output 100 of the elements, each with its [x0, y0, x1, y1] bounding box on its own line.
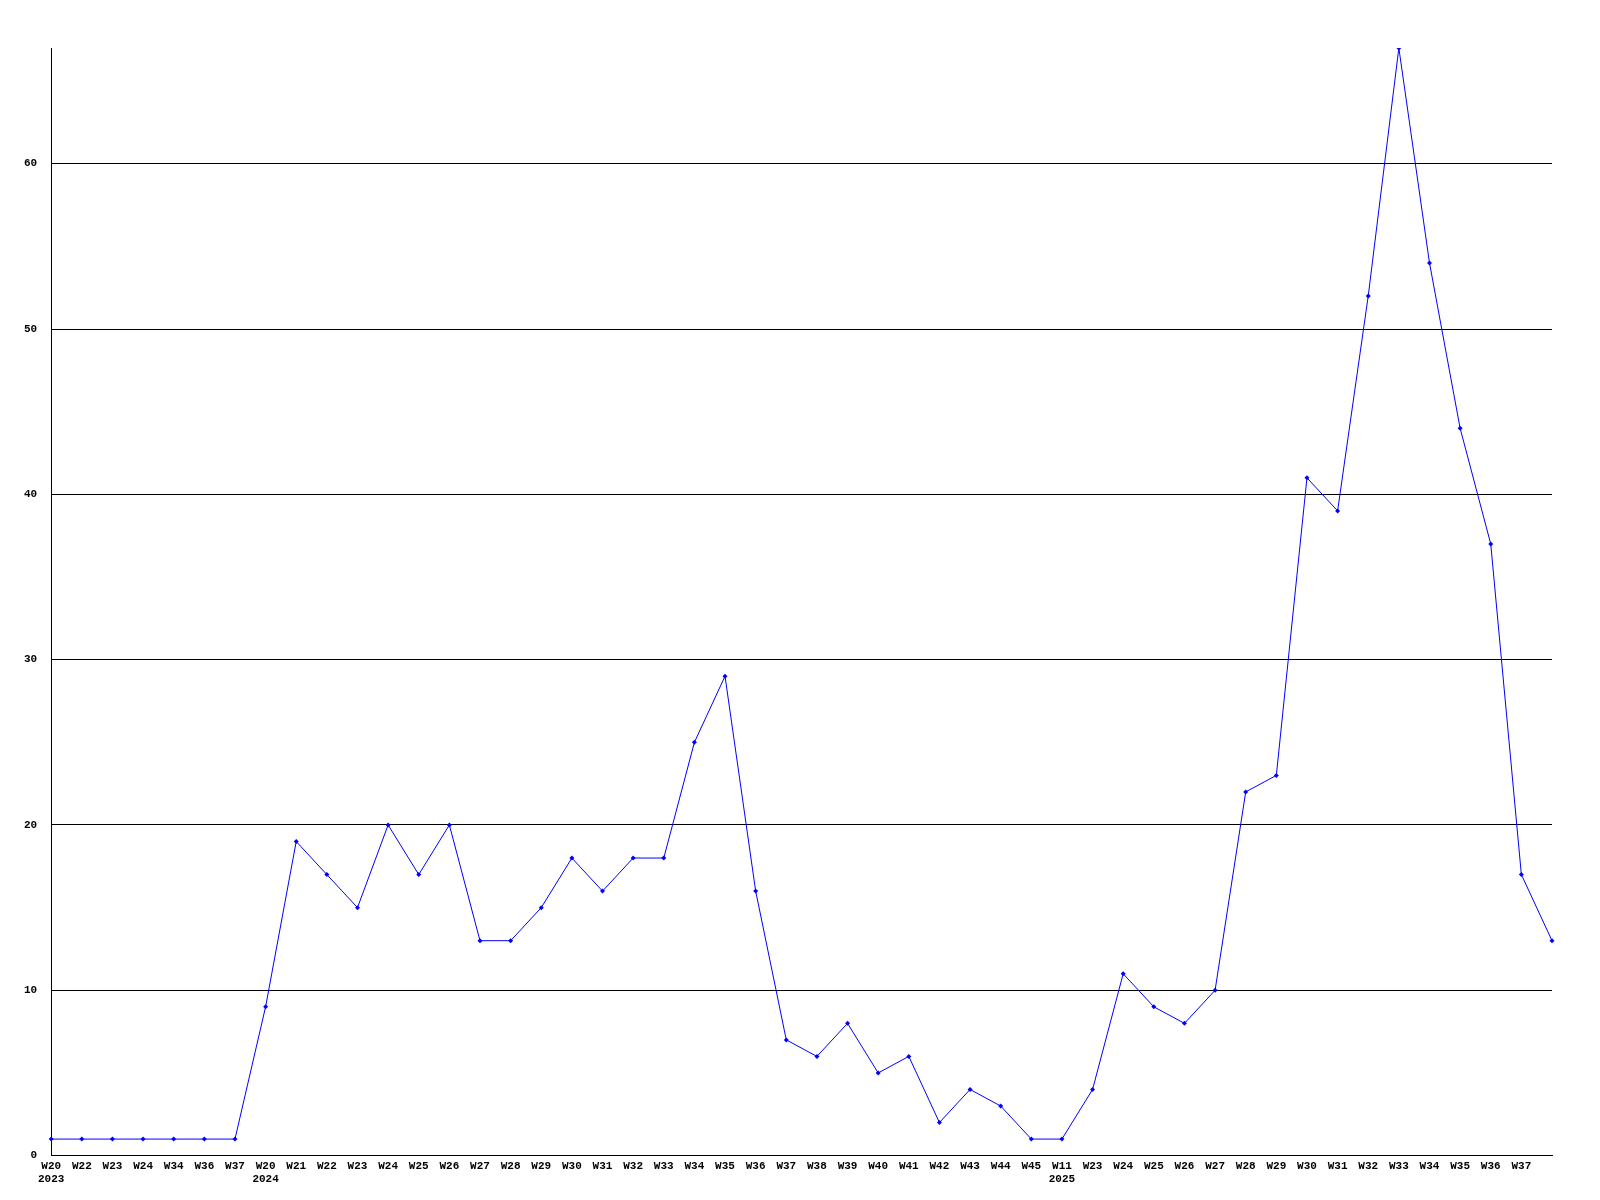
x-tick-label: W22 — [316, 1159, 337, 1172]
point — [1181, 1020, 1187, 1026]
point — [783, 1037, 789, 1043]
x-tick-label: W23 — [1082, 1159, 1103, 1172]
x-tick-label: W36 — [194, 1159, 215, 1172]
point — [324, 872, 330, 878]
point — [1090, 1086, 1096, 1092]
x-tick-label: W30 — [1297, 1159, 1317, 1172]
x-tick-label: W33 — [1388, 1159, 1410, 1172]
x-tick-label: W34 — [684, 1159, 705, 1172]
point — [1426, 260, 1432, 266]
x-tick-label: W29 — [1266, 1159, 1287, 1172]
point — [1335, 508, 1341, 514]
x-tick-label: W23 — [347, 1159, 368, 1172]
x-tick-label: W20 2024 — [252, 1159, 280, 1186]
point — [477, 938, 483, 944]
point — [845, 1020, 851, 1026]
x-tick-label: W43 — [960, 1159, 981, 1172]
point — [1120, 971, 1126, 977]
x-tick-label: W34 — [1419, 1159, 1440, 1172]
point — [814, 1053, 820, 1059]
x-tick-label: W21 — [286, 1159, 307, 1172]
point — [1028, 1136, 1034, 1142]
point — [79, 1136, 85, 1142]
point — [1365, 293, 1371, 299]
x-tick-label: W35 — [1450, 1159, 1471, 1172]
x-tick-label: W31 — [592, 1159, 613, 1172]
y-tick-label: 60 — [24, 157, 38, 170]
point — [1151, 1004, 1157, 1010]
point — [569, 855, 575, 861]
x-tick-label: W41 — [898, 1159, 920, 1172]
point — [998, 1103, 1004, 1109]
point — [1518, 872, 1524, 878]
x-tick-label: W23 — [102, 1159, 123, 1172]
point — [508, 938, 514, 944]
point — [1488, 541, 1494, 547]
point — [722, 673, 728, 679]
x-tick-label: W33 — [653, 1159, 675, 1172]
x-tick-label: W26 — [439, 1159, 460, 1172]
x-tick-label: W36 — [1480, 1159, 1501, 1172]
point — [140, 1136, 146, 1142]
point — [630, 855, 636, 861]
x-tick-label: W30 — [561, 1159, 582, 1172]
x-tick-label: W11 2025 — [1048, 1159, 1076, 1186]
point — [1273, 772, 1279, 778]
x-tick-label: W28 — [1235, 1159, 1257, 1172]
x-tick-label: W26 — [1174, 1159, 1195, 1172]
point — [691, 739, 697, 745]
point — [1457, 425, 1463, 431]
x-tick-label: W31 — [1327, 1159, 1348, 1172]
point — [1549, 938, 1555, 944]
x-tick-label: W34 — [163, 1159, 185, 1172]
x-tick-label: W35 — [715, 1159, 736, 1172]
x-tick-label: W40 — [868, 1159, 889, 1172]
x-tick-label: W45 — [1021, 1159, 1042, 1172]
x-tick-label: W37 — [1511, 1159, 1532, 1172]
x-tick-label: W32 — [623, 1159, 644, 1172]
point — [753, 888, 759, 894]
x-tick-label: W38 — [807, 1159, 828, 1172]
x-tick-label: W37 — [225, 1159, 245, 1172]
y-tick-label: 10 — [24, 984, 38, 997]
point — [967, 1086, 973, 1092]
x-tick-label: W25 — [408, 1159, 430, 1172]
x-tick-label: W27 — [1205, 1159, 1225, 1172]
point — [906, 1053, 912, 1059]
x-tick-label: W29 — [531, 1159, 552, 1172]
point — [1304, 475, 1310, 481]
y-tick-label: 40 — [24, 488, 38, 501]
y-tick-label: 50 — [24, 322, 38, 335]
x-tick-label: W37 — [776, 1159, 797, 1172]
point — [1243, 789, 1249, 795]
point — [201, 1136, 207, 1142]
x-tick-label: W20 2023 — [38, 1159, 65, 1186]
point — [416, 872, 422, 878]
x-tick-label: W25 — [1143, 1159, 1165, 1172]
x-tick-label: W22 — [71, 1159, 92, 1172]
y-tick-label: 0 — [30, 1149, 38, 1162]
point — [1059, 1136, 1065, 1142]
point — [936, 1120, 942, 1126]
x-tick-label: W39 — [837, 1159, 858, 1172]
x-tick-label: W24 — [133, 1159, 154, 1172]
point — [661, 855, 667, 861]
x-tick-label: W24 — [378, 1159, 399, 1172]
x-tick-label: W24 — [1113, 1159, 1134, 1172]
point — [354, 905, 360, 911]
point — [446, 822, 452, 828]
y-tick-label: 30 — [24, 653, 38, 666]
x-tick-label: W28 — [500, 1159, 521, 1172]
point — [293, 839, 299, 844]
point — [538, 905, 544, 911]
point — [48, 1136, 54, 1142]
point — [232, 1136, 238, 1142]
x-tick-label: W36 — [745, 1159, 766, 1172]
point — [1212, 987, 1218, 993]
point — [385, 822, 391, 828]
point — [171, 1136, 177, 1142]
point — [263, 1004, 269, 1010]
x-tick-label: W27 — [470, 1159, 490, 1172]
x-tick-label: W32 — [1358, 1159, 1379, 1172]
x-tick-label: W44 — [990, 1159, 1011, 1172]
